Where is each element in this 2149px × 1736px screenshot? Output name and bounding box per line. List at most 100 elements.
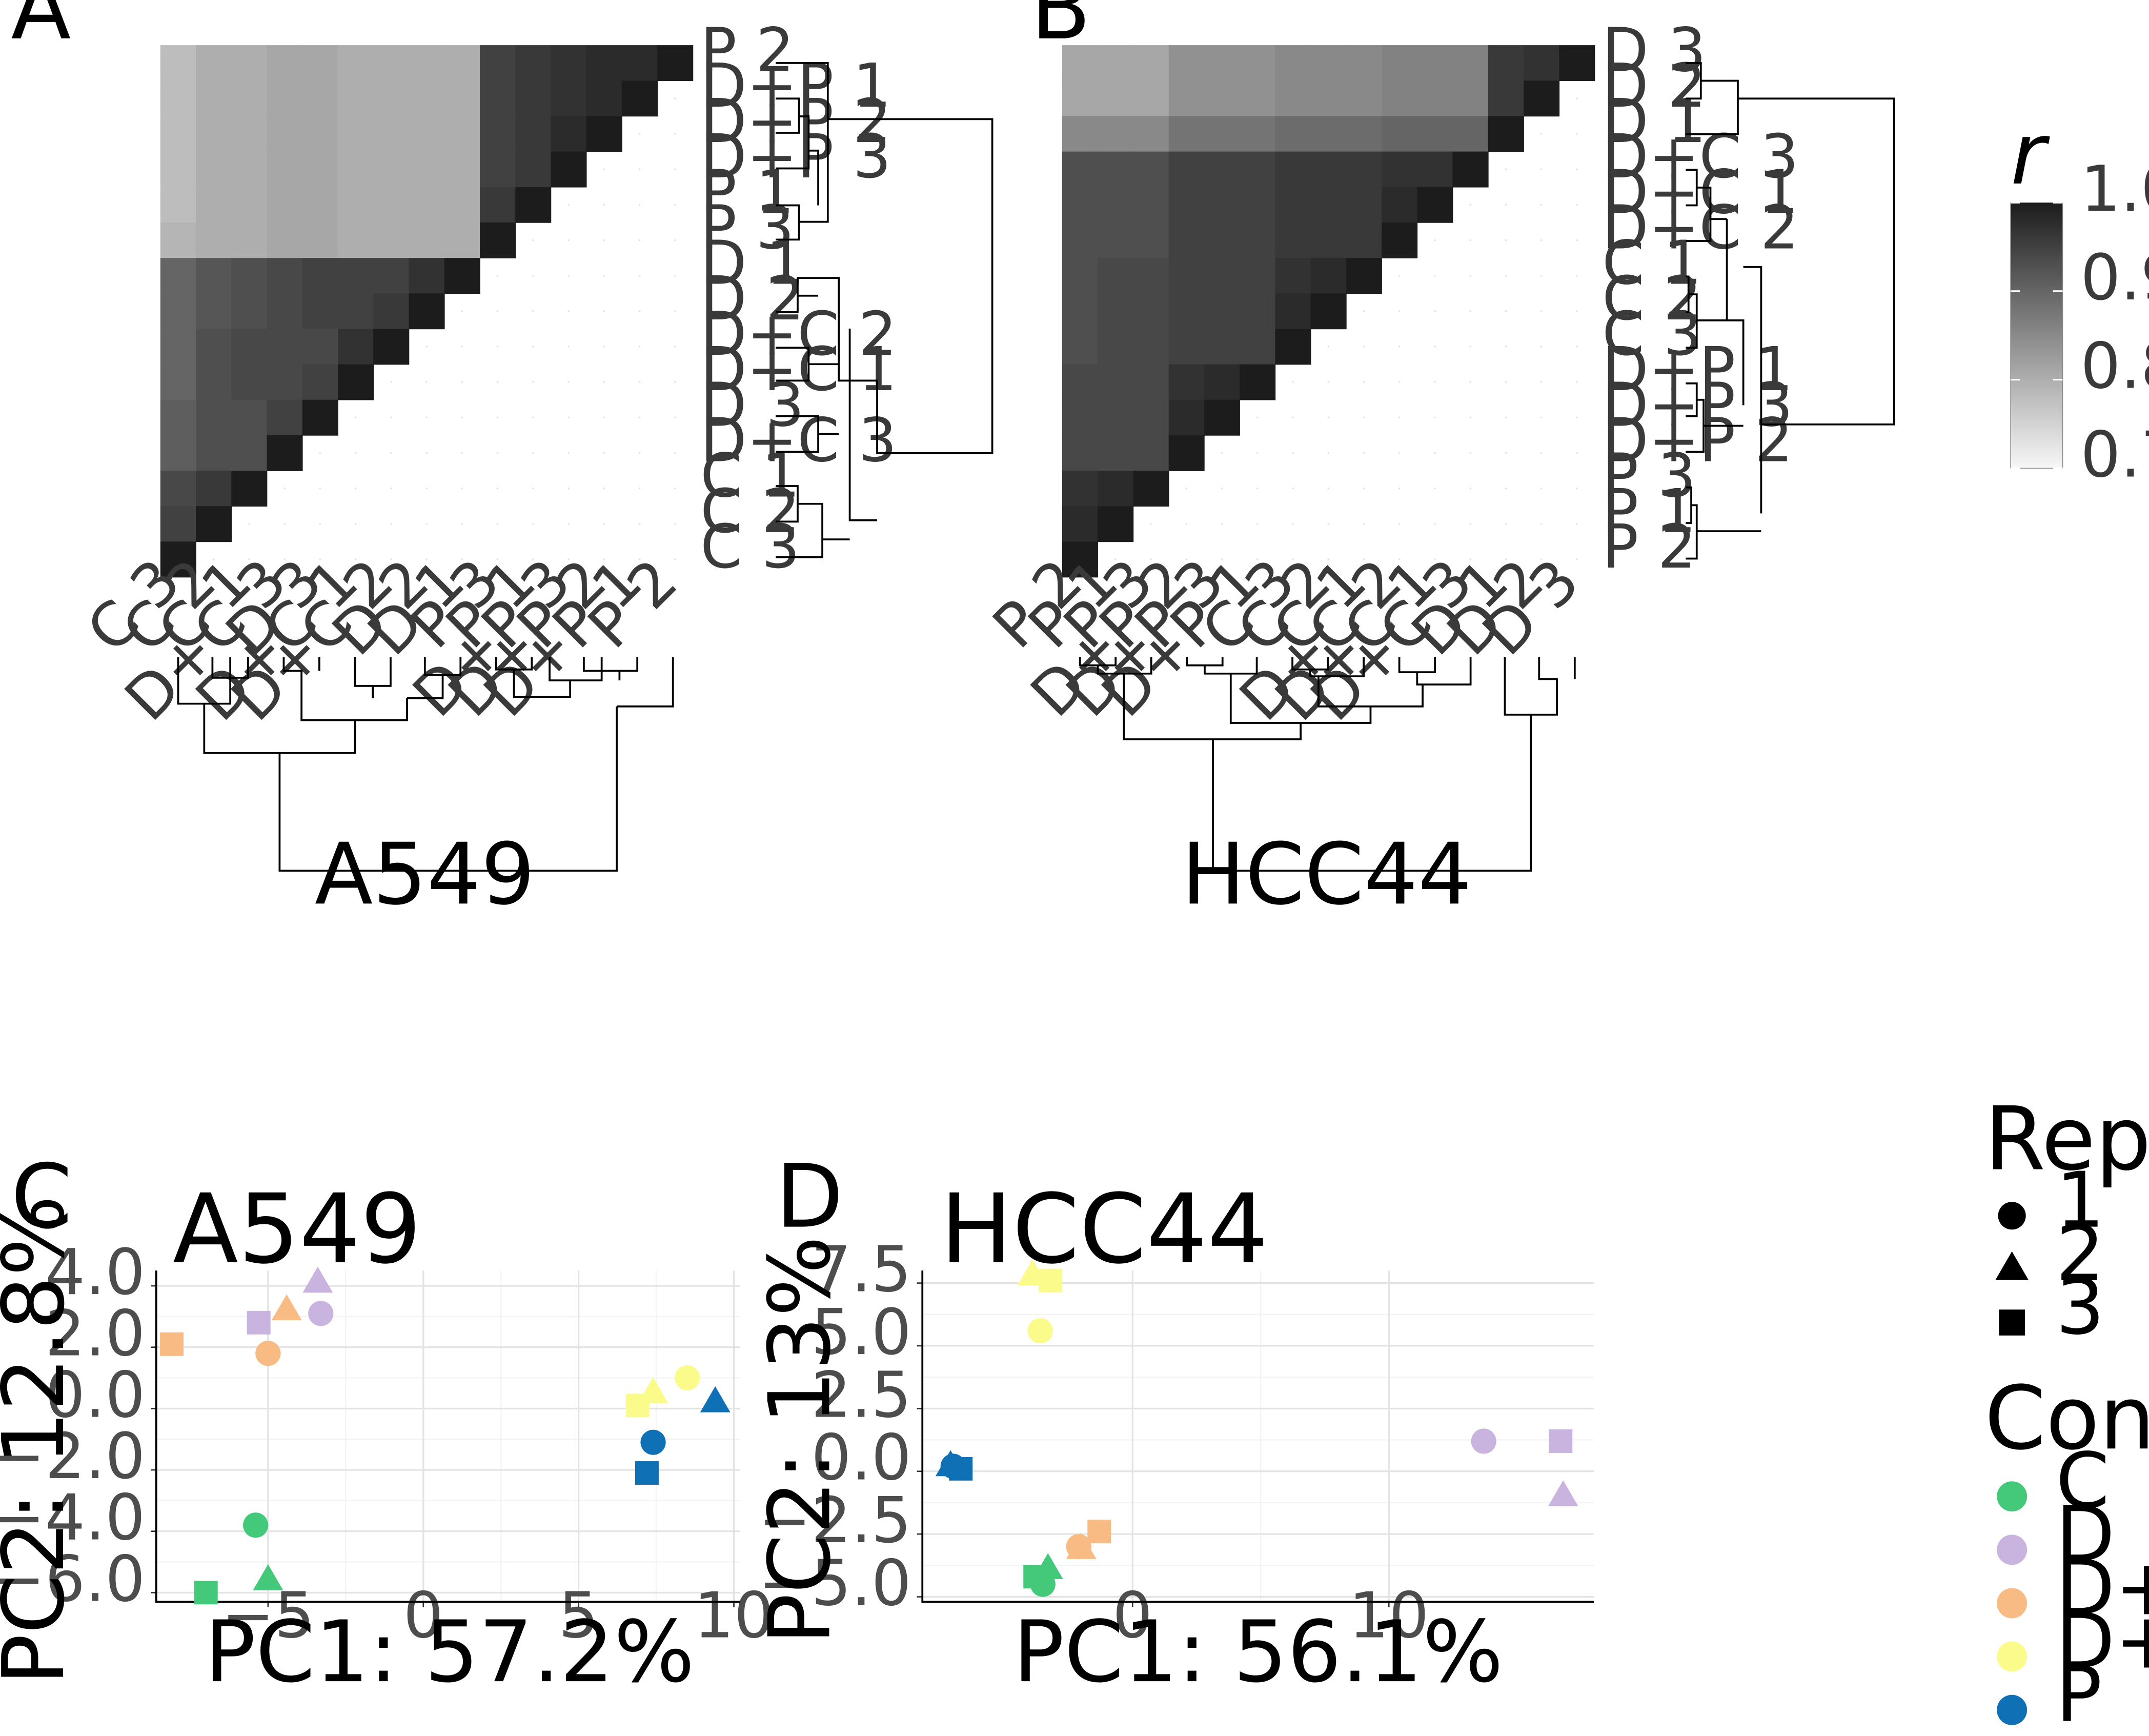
heatmap-cell	[267, 151, 303, 188]
heatmap-empty-dot	[1221, 558, 1223, 560]
heatmap-cell	[479, 187, 516, 223]
heatmap-cell	[479, 80, 516, 117]
heatmap-row-label: D+C 2	[1602, 193, 1798, 263]
heatmap-cell	[1062, 541, 1098, 578]
heatmap-row-label: P 1	[1602, 476, 1696, 547]
heatmap-cell	[1275, 329, 1311, 365]
heatmap-a549: P 2D+P 1D+P 2D+P 3P 1P 3D 1D 2D+C 2D+C 1…	[74, 15, 897, 734]
heatmap-cell	[1240, 258, 1276, 294]
heatmap-cell	[1062, 399, 1098, 436]
heatmap-empty-dot	[461, 381, 463, 383]
heatmap-cell	[302, 258, 338, 294]
heatmap-cell	[1488, 116, 1524, 152]
heatmap-empty-dot	[638, 522, 641, 525]
y-tick-label: 0.0	[811, 1421, 911, 1495]
heatmap-cell	[1310, 293, 1347, 330]
heatmap-cell	[1098, 399, 1134, 436]
heatmap-empty-dot	[638, 133, 641, 135]
heatmap-cell	[1240, 329, 1276, 365]
heatmap-empty-dot	[674, 133, 676, 135]
heatmap-row-label: D 3	[1602, 15, 1706, 86]
heatmap-empty-dot	[674, 97, 676, 99]
heatmap-cell	[479, 222, 516, 258]
heatmap-empty-dot	[603, 310, 605, 312]
heatmap-empty-dot	[1363, 452, 1365, 454]
heatmap-cell	[1062, 471, 1098, 507]
heatmap-empty-dot	[319, 558, 321, 560]
heatmap-cell	[1168, 151, 1205, 188]
heatmap-row-label: D 2	[700, 264, 804, 334]
heatmap-cell	[409, 293, 445, 330]
heatmap-empty-dot	[1114, 558, 1117, 560]
pca-point	[1023, 1565, 1047, 1589]
heatmap-empty-dot	[638, 274, 641, 277]
heatmap-cell	[551, 116, 587, 152]
heatmap-empty-dot	[1327, 416, 1330, 419]
heatmap-row-label: D 3	[700, 370, 804, 440]
heatmap-cell	[302, 45, 338, 82]
heatmap-cell	[373, 329, 410, 365]
heatmap-cell	[1275, 116, 1311, 152]
heatmap-empty-dot	[638, 168, 641, 171]
legend-shape-square	[1999, 1309, 2025, 1336]
heatmap-row-label: P 3	[700, 193, 794, 263]
heatmap-empty-dot	[1185, 487, 1188, 490]
heatmap-empty-dot	[1292, 452, 1294, 454]
heatmap-cell	[1062, 187, 1098, 223]
y-tick-label: 5.0	[811, 1296, 911, 1369]
heatmap-cell	[1417, 116, 1453, 152]
heatmap-cell	[196, 258, 232, 294]
heatmap-cell	[551, 151, 587, 188]
heatmap-hcc44: D 3D 2D 1D+C 3D+C 1D+C 2C 1C 2C 3D+P 1D+…	[980, 15, 1799, 734]
heatmap-empty-dot	[638, 346, 641, 348]
heatmap-row-label: C 3	[1602, 299, 1701, 369]
heatmap-cell	[196, 45, 232, 82]
heatmap-cell	[1133, 399, 1169, 436]
heatmap-cell	[1417, 151, 1453, 188]
heatmap-empty-dot	[354, 416, 357, 419]
heatmap-empty-dot	[1469, 416, 1472, 419]
heatmap-empty-dot	[1576, 274, 1578, 277]
x-tick-label: 10	[1349, 1579, 1429, 1652]
x-tick-label: 5	[559, 1579, 599, 1652]
heatmap-cell	[160, 506, 196, 542]
legend-condition-swatch	[1997, 1588, 2028, 1619]
heatmap-empty-dot	[1469, 310, 1472, 312]
heatmap-cell	[515, 187, 552, 223]
heatmap-empty-dot	[1185, 522, 1188, 525]
heatmap-empty-dot	[496, 558, 499, 560]
heatmap-cell	[444, 187, 480, 223]
heatmap-empty-dot	[1221, 522, 1223, 525]
heatmap-cell	[1168, 293, 1205, 330]
heatmap-cell	[302, 187, 338, 223]
heatmap-cell	[1310, 187, 1347, 223]
heatmap-empty-dot	[1540, 346, 1543, 348]
heatmap-empty-dot	[425, 558, 428, 560]
heatmap-empty-dot	[1469, 558, 1472, 560]
heatmap-cell	[1098, 471, 1134, 507]
heatmap-row-label: C 2	[1602, 264, 1701, 334]
heatmap-empty-dot	[1434, 452, 1436, 454]
heatmap-empty-dot	[390, 487, 392, 490]
panel-letter-c: C	[11, 1146, 72, 1248]
heatmap-cell	[1204, 187, 1240, 223]
heatmap-empty-dot	[1434, 346, 1436, 348]
pca-point	[949, 1457, 973, 1481]
heatmap-cell	[1133, 116, 1169, 152]
heatmap-cell	[373, 187, 410, 223]
heatmap-cell	[231, 116, 268, 152]
heatmap-cell	[338, 45, 374, 82]
heatmap-cell	[267, 187, 303, 223]
heatmap-empty-dot	[1256, 452, 1259, 454]
colorbar-tick-label: 1.0	[2080, 152, 2149, 226]
heatmap-empty-dot	[1540, 310, 1543, 312]
heatmap-cell	[338, 116, 374, 152]
heatmap-cell	[515, 116, 552, 152]
colorbar-tick-label: 0.8	[2080, 330, 2149, 403]
row-dendrogram	[1686, 62, 1895, 560]
heatmap-cell	[267, 116, 303, 152]
heatmap-cell	[1204, 258, 1240, 294]
heatmap-cell	[267, 222, 303, 258]
heatmap-cell	[1310, 80, 1347, 117]
pca-point	[700, 1386, 731, 1412]
